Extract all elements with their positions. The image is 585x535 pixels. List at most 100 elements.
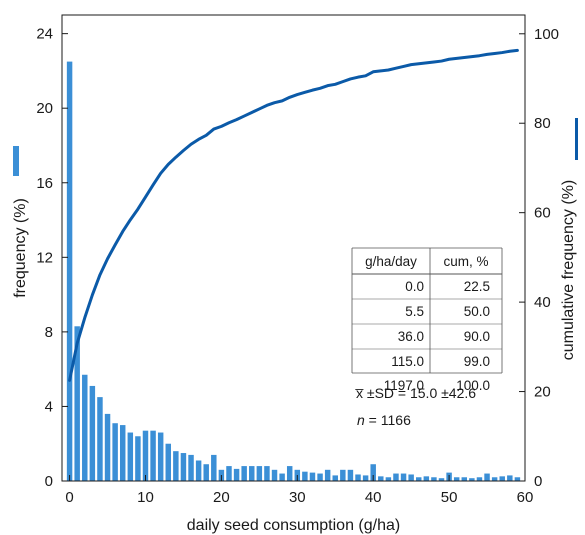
histogram-bar <box>469 478 475 481</box>
x-tick-label: 10 <box>137 489 154 506</box>
left-y-axis-title: frequency (%) <box>12 198 29 298</box>
histogram-bar <box>66 61 73 481</box>
right-y-tick-label: 40 <box>534 294 551 311</box>
histogram-bar <box>416 477 422 481</box>
x-tick-label: 0 <box>65 489 73 506</box>
histogram-bar <box>279 473 285 481</box>
histogram-bar <box>461 477 468 481</box>
histogram-bar <box>112 423 118 481</box>
histogram-bar <box>104 413 111 481</box>
histogram-bar <box>340 469 346 481</box>
line-legend-swatch <box>575 118 578 160</box>
table-cell-cum: 50.0 <box>464 304 490 319</box>
histogram-bar <box>491 477 498 481</box>
table-cell-rate: 36.0 <box>398 329 424 344</box>
histogram-bar <box>499 476 505 481</box>
n-value: = 1166 <box>365 412 411 428</box>
histogram-bar <box>233 468 240 481</box>
histogram-bar <box>332 475 338 481</box>
table-cell-rate: 1197.0 <box>384 378 424 393</box>
histogram-bar <box>97 397 103 481</box>
histogram-bar <box>211 454 217 481</box>
left-y-tick-label: 24 <box>36 26 53 43</box>
n-symbol: n <box>357 412 365 428</box>
histogram-bar <box>400 473 407 481</box>
left-y-tick-label: 16 <box>36 175 53 192</box>
table-cell-cum: 100.0 <box>456 378 490 393</box>
x-tick-label: 60 <box>517 489 534 506</box>
left-y-axis: 0 4 8 12 16 20 24 <box>36 26 68 490</box>
x-tick-label: 30 <box>289 489 306 506</box>
histogram-bar <box>317 473 323 481</box>
right-y-tick-label: 20 <box>534 384 551 401</box>
sample-size-annotation: n = 1166 <box>357 412 411 428</box>
table-cell-rate: 5.5 <box>405 304 424 319</box>
histogram-bar <box>142 430 149 481</box>
summary-table: g/ha/day cum, % 0.0 22.5 5.5 50.0 36.0 90.0 11… <box>351 247 503 393</box>
histogram-bar <box>271 469 278 481</box>
table-cell-rate: 115.0 <box>391 354 424 369</box>
histogram-bar <box>82 374 88 481</box>
histogram-bar <box>157 432 164 481</box>
right-y-axis: 0 20 40 60 80 100 <box>519 26 559 490</box>
histogram-bar <box>453 477 460 481</box>
histogram-bar <box>256 466 263 481</box>
histogram-bar <box>438 478 445 481</box>
right-y-axis-title: cumulative frequency (%) <box>560 180 577 361</box>
left-y-tick-label: 8 <box>45 324 53 341</box>
left-y-tick-label: 0 <box>45 473 53 490</box>
histogram-bar <box>127 432 134 481</box>
histogram-bar <box>89 385 96 481</box>
table-cell-cum: 22.5 <box>464 279 490 294</box>
histogram-bar <box>226 466 232 481</box>
left-y-tick-label: 20 <box>36 100 53 117</box>
histogram-bar <box>507 475 513 481</box>
table-header-cum: cum, % <box>443 254 488 269</box>
histogram-bar <box>514 477 521 481</box>
table-cell-cum: 99.0 <box>464 354 490 369</box>
histogram-bar <box>195 460 202 481</box>
histogram-bar <box>264 466 270 481</box>
histogram-bar <box>135 436 141 481</box>
table-body: 0.0 22.5 5.5 50.0 36.0 90.0 115.0 99.0 1197.0 100… <box>384 279 490 393</box>
x-axis-title: daily seed consumption (g/ha) <box>187 517 400 534</box>
left-y-tick-label: 4 <box>45 398 53 415</box>
histogram-bar <box>165 443 171 481</box>
histogram-bar <box>203 464 209 481</box>
histogram-bar <box>484 473 490 481</box>
histogram-bar <box>408 474 414 481</box>
histogram-bar <box>309 472 316 481</box>
histogram-bar <box>324 469 331 481</box>
x-axis: 0 10 20 30 40 50 60 <box>65 475 533 506</box>
right-y-tick-label: 60 <box>534 205 551 222</box>
cumulative-frequency-line <box>68 48 519 382</box>
x-tick-label: 40 <box>365 489 382 506</box>
histogram-bar <box>476 477 483 481</box>
histogram-bars <box>66 61 521 481</box>
plot-frame <box>61 14 526 482</box>
histogram-bar <box>302 471 308 481</box>
histogram-bar <box>74 326 80 481</box>
table-cell-rate: 0.0 <box>405 279 424 294</box>
histogram-bar <box>150 430 156 481</box>
histogram-bar <box>241 466 247 481</box>
table-grid <box>351 247 503 374</box>
histogram-bar <box>180 453 187 481</box>
right-y-tick-label: 100 <box>534 26 559 43</box>
histogram-bar <box>173 451 179 481</box>
histogram-bar <box>249 466 255 481</box>
histogram-bar <box>370 464 376 481</box>
right-y-tick-label: 80 <box>534 115 551 132</box>
histogram-bar <box>347 469 354 481</box>
histogram-bar <box>119 425 126 481</box>
table-cell-cum: 90.0 <box>464 329 490 344</box>
histogram-bar <box>286 466 293 481</box>
histogram-bar <box>393 473 399 481</box>
x-tick-label: 50 <box>441 489 458 506</box>
bar-legend-swatch <box>13 146 19 176</box>
histogram-bar <box>423 476 430 481</box>
histogram-bar <box>378 476 384 481</box>
histogram-bar <box>385 477 392 481</box>
left-y-tick-label: 12 <box>36 249 53 266</box>
